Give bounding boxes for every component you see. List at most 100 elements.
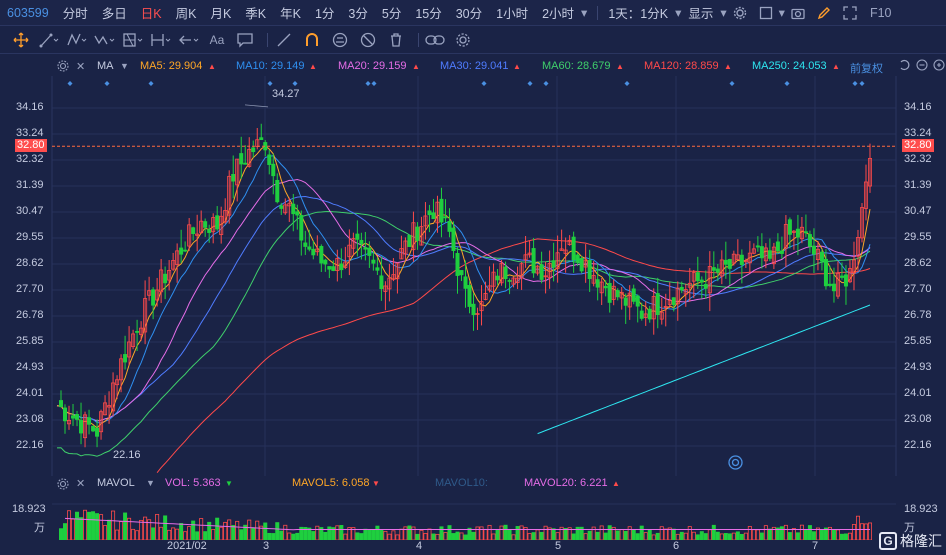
polyline-icon[interactable]: [66, 31, 88, 49]
candle-body: [851, 259, 856, 274]
mavol-label[interactable]: MAVOL: [97, 477, 135, 489]
settings-icon[interactable]: [733, 6, 747, 20]
close-icon[interactable]: ✕: [76, 61, 86, 73]
period-tab[interactable]: 分时: [62, 7, 88, 21]
candle-body: [547, 263, 552, 278]
candle-body: [783, 224, 788, 249]
volume-bar: [699, 531, 704, 540]
hide-icon[interactable]: [357, 31, 379, 49]
volume-chart[interactable]: [0, 492, 946, 540]
link-icon[interactable]: [424, 31, 446, 49]
camera-icon[interactable]: [791, 6, 805, 20]
arrow-icon[interactable]: [178, 31, 200, 49]
period-tab[interactable]: 2小时: [542, 7, 575, 21]
chevron-down-icon[interactable]: ▾: [581, 6, 588, 20]
period-tab[interactable]: 1小时: [496, 7, 529, 21]
period-tab[interactable]: 30分: [455, 7, 483, 21]
chevron-down-icon[interactable]: ▼: [146, 478, 155, 488]
minus-icon[interactable]: [916, 59, 928, 71]
f10-button[interactable]: F10: [869, 5, 892, 20]
volume-bar: [183, 531, 188, 540]
volume-bar: [395, 534, 400, 540]
lock-icon[interactable]: [329, 31, 351, 49]
ma120-line: [156, 238, 871, 474]
chevron-down-icon[interactable]: ▾: [720, 6, 727, 20]
search-icon[interactable]: [728, 455, 743, 470]
volume-bar: [139, 519, 144, 540]
range-icon[interactable]: [150, 31, 172, 49]
combo-period-select[interactable]: 1天：1分K: [608, 7, 669, 21]
period-tab[interactable]: 多日: [101, 7, 127, 21]
checkbox-icon[interactable]: [759, 6, 773, 20]
volume-bar: [99, 514, 104, 540]
chevron-down-icon[interactable]: ▼: [120, 61, 129, 71]
down-arrow-icon: ▼: [372, 479, 380, 488]
candle-body: [868, 158, 873, 187]
candle-body: [483, 292, 488, 300]
fullscreen-icon[interactable]: [843, 5, 857, 20]
candle-body: [759, 246, 764, 259]
volume-bar: [191, 520, 196, 540]
undo-icon[interactable]: [898, 59, 910, 71]
up-arrow-icon: ▲: [832, 62, 840, 71]
stock-code[interactable]: 603599: [7, 5, 49, 20]
volume-bar: [723, 533, 728, 540]
period-tab[interactable]: 1分: [314, 7, 335, 21]
adjust-mode[interactable]: 前复权: [850, 63, 883, 75]
close-icon[interactable]: ✕: [76, 478, 86, 490]
candle-body: [215, 215, 220, 230]
settings-icon[interactable]: [452, 31, 474, 49]
volume-bar: [811, 531, 816, 540]
note-icon[interactable]: [234, 31, 256, 49]
candle-body: [103, 402, 108, 416]
candle-body: [327, 266, 332, 270]
volume-bar: [735, 531, 740, 540]
volume-bar: [251, 527, 256, 540]
period-tab[interactable]: 周K: [175, 7, 197, 21]
cursor-icon[interactable]: [10, 31, 32, 49]
ruler-icon[interactable]: [273, 31, 295, 49]
trash-icon[interactable]: [385, 31, 407, 49]
candle-body: [839, 275, 844, 278]
volume-bar: [539, 531, 544, 540]
ma-label[interactable]: MA: [97, 60, 114, 72]
up-arrow-icon: ▲: [513, 62, 521, 71]
watermark-text: 格隆汇: [900, 533, 942, 549]
period-tab[interactable]: 3分: [348, 7, 368, 21]
period-tab[interactable]: 年K: [280, 7, 301, 21]
wave-icon[interactable]: [94, 31, 116, 49]
chevron-down-icon[interactable]: ▾: [675, 6, 682, 20]
volume-bar: [771, 526, 776, 540]
volume-bar: [167, 529, 172, 540]
period-tab[interactable]: 15分: [415, 7, 442, 21]
period-tab-active[interactable]: 日K: [140, 7, 162, 21]
text-icon[interactable]: Aa: [209, 32, 225, 47]
period-tab[interactable]: 季K: [245, 7, 267, 21]
expand-icon[interactable]: [933, 59, 945, 71]
candle-body: [595, 279, 600, 288]
candle-body: [363, 247, 368, 250]
price-tick-label: 26.78: [904, 309, 932, 321]
kline-chart[interactable]: [0, 76, 946, 476]
fib-icon[interactable]: [122, 31, 144, 49]
magnet-icon[interactable]: [301, 31, 323, 49]
period-tab[interactable]: 月K: [210, 7, 232, 21]
settings-icon[interactable]: [57, 478, 69, 490]
period-tab[interactable]: 5分: [381, 7, 402, 21]
volume-bar: [767, 528, 772, 540]
line-icon[interactable]: [38, 31, 60, 49]
pencil-icon[interactable]: [817, 6, 831, 20]
candle-body: [247, 148, 252, 167]
candle-body: [819, 251, 824, 262]
display-menu[interactable]: 显示: [688, 7, 714, 21]
candle-body: [211, 217, 216, 233]
volume-bar: [759, 532, 764, 540]
candle-body: [519, 263, 524, 279]
candle-body: [739, 254, 744, 266]
chevron-down-icon[interactable]: ▾: [778, 6, 785, 20]
candle-body: [847, 268, 852, 283]
candle-body: [807, 234, 812, 247]
candle-body: [95, 427, 100, 437]
volume-bar: [831, 529, 836, 540]
settings-icon[interactable]: [57, 60, 69, 72]
